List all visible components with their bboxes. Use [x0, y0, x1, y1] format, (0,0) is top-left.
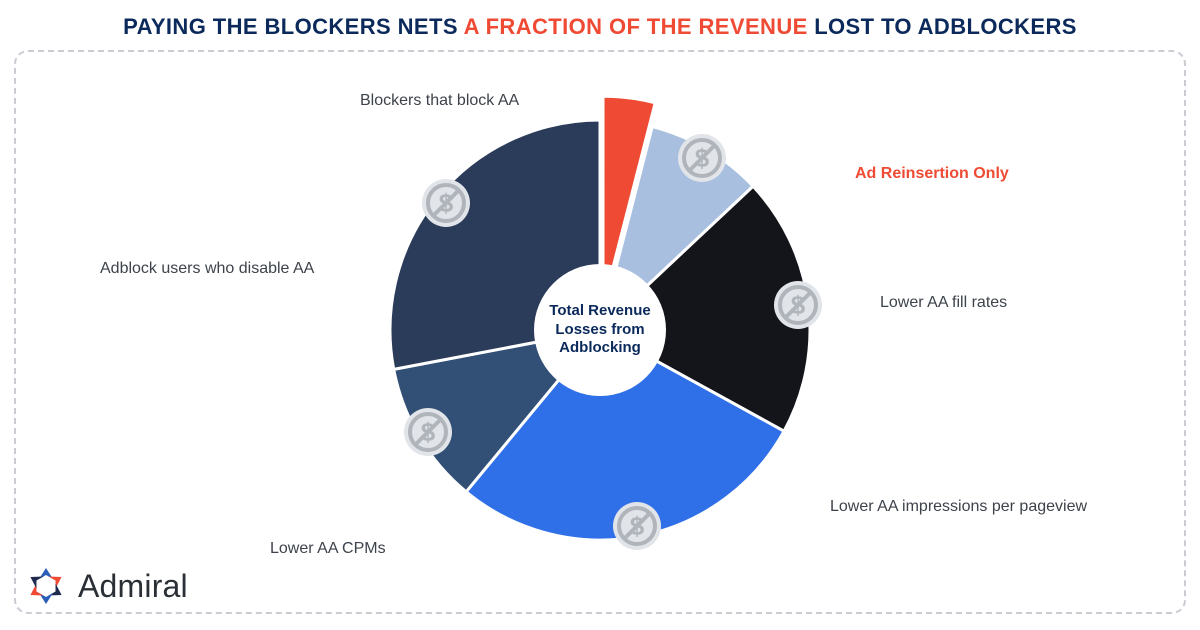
brand: Admiral — [24, 564, 188, 608]
center-label-text: Total Revenue Losses from Adblocking — [534, 302, 666, 358]
slice-label: Lower AA CPMs — [270, 540, 386, 558]
slice-label: Ad Reinsertion Only — [855, 165, 1009, 183]
no-dollar-icon: $ — [677, 133, 727, 183]
slice-label: Blockers that block AA — [360, 92, 519, 110]
slice-label: Lower AA impressions per pageview — [830, 498, 1087, 516]
no-dollar-icon: $ — [403, 407, 453, 457]
no-dollar-icon: $ — [421, 178, 471, 228]
slice-label: Adblock users who disable AA — [100, 260, 314, 278]
no-dollar-icon: $ — [773, 280, 823, 330]
chart-center-label: Total Revenue Losses from Adblocking — [534, 264, 666, 396]
brand-name: Admiral — [78, 568, 188, 605]
no-dollar-icon: $ — [612, 501, 662, 551]
admiral-logo-icon — [24, 564, 68, 608]
slice-label: Lower AA fill rates — [880, 294, 1007, 312]
